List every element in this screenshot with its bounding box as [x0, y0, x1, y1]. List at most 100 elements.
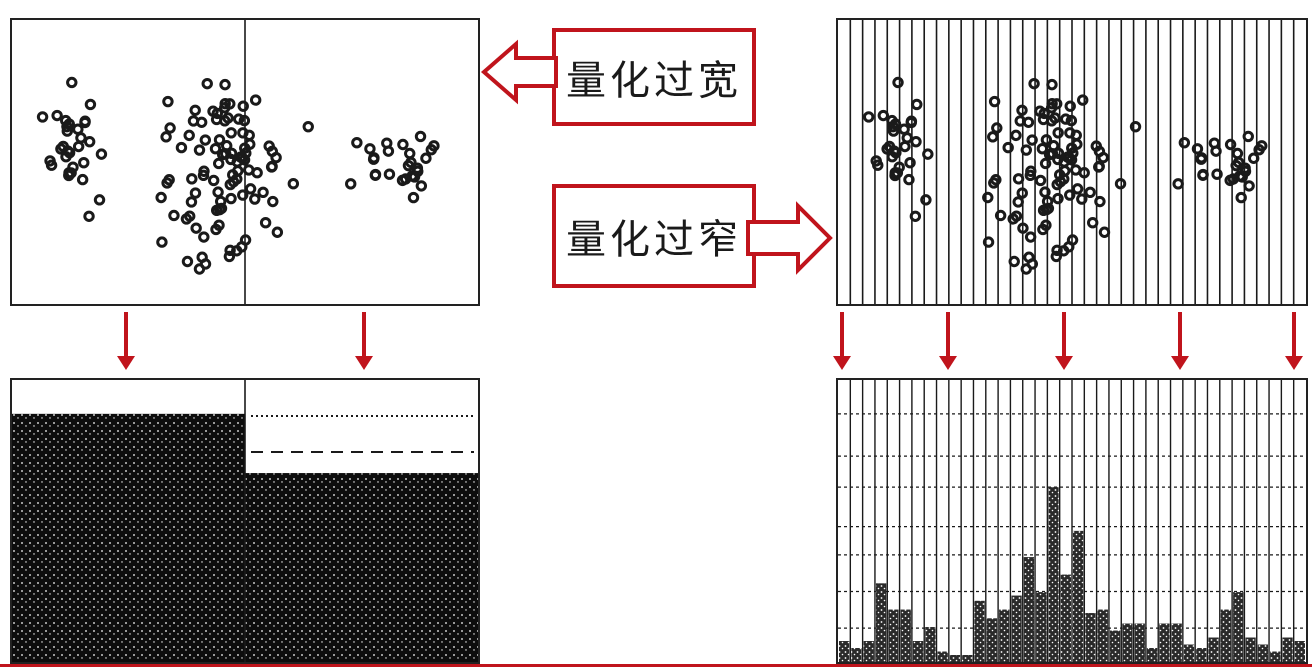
data-point [201, 77, 213, 90]
data-point [994, 209, 1007, 222]
data-point [197, 169, 210, 182]
data-point [909, 210, 922, 222]
data-point [225, 192, 237, 205]
data-point [1026, 134, 1038, 146]
data-point [1039, 186, 1051, 198]
histogram-bar [949, 655, 961, 662]
data-point [1002, 141, 1014, 154]
data-point [239, 234, 252, 246]
histogram-bar [1196, 648, 1207, 662]
data-point [364, 143, 376, 155]
data-point [199, 134, 212, 146]
data-point [1052, 192, 1064, 205]
data-point [67, 161, 79, 173]
data-point [270, 151, 282, 164]
histogram-bar [999, 609, 1010, 662]
data-point [1084, 186, 1096, 199]
data-point [988, 95, 1001, 108]
narrow-histogram-panel [836, 378, 1308, 664]
data-point [1242, 130, 1254, 143]
data-point [887, 120, 899, 133]
data-point [60, 114, 72, 127]
data-point [181, 255, 194, 268]
data-point [156, 236, 168, 248]
data-point [1010, 210, 1023, 222]
data-point [889, 169, 901, 182]
histogram-bar [1036, 592, 1047, 662]
data-point [84, 98, 97, 111]
data-point [407, 191, 420, 204]
data-point [1064, 189, 1076, 201]
data-point [903, 173, 915, 186]
data-point [160, 131, 172, 143]
data-point [1195, 153, 1207, 165]
histogram-bar [1159, 623, 1170, 662]
data-point [193, 144, 206, 156]
data-point [888, 145, 900, 157]
data-point [209, 142, 222, 155]
down-arrow-icon [1055, 356, 1073, 370]
data-point [238, 114, 251, 127]
narrow-histogram [838, 380, 1306, 662]
data-point [991, 122, 1003, 134]
data-point [1172, 178, 1184, 190]
data-point [1077, 94, 1089, 106]
histogram-bar [245, 473, 478, 662]
data-point [1098, 226, 1111, 238]
histogram-bar [12, 413, 245, 662]
data-point [428, 140, 440, 152]
narrow-scatter-plot [849, 20, 1295, 304]
data-point [1028, 77, 1040, 90]
narrow-scatter-panel [836, 18, 1308, 306]
data-point [1191, 143, 1204, 155]
data-point [863, 111, 875, 123]
data-point [1065, 114, 1078, 127]
data-point [415, 180, 428, 192]
data-point [1211, 168, 1223, 180]
data-point [1247, 152, 1260, 164]
data-point [198, 231, 210, 243]
data-point [1239, 162, 1251, 174]
histogram-bar [1171, 623, 1182, 662]
down-arrow-icon [1171, 356, 1189, 370]
data-point [187, 115, 200, 127]
data-point [877, 109, 890, 122]
callout-too-narrow-label: 量化过窄 [566, 217, 742, 263]
data-point [1070, 129, 1082, 141]
data-point [383, 168, 396, 180]
data-point [1040, 203, 1053, 216]
data-point [420, 152, 432, 164]
data-point [904, 156, 916, 169]
data-point [1051, 244, 1063, 257]
data-point [1235, 191, 1247, 204]
histogram-bar [1048, 487, 1059, 662]
data-point [1008, 255, 1020, 268]
data-point [1034, 174, 1047, 187]
data-point [351, 136, 363, 149]
hollow-arrow-right-icon [746, 201, 833, 275]
wide-histogram [12, 380, 478, 662]
data-point [1093, 160, 1105, 173]
data-point [155, 191, 167, 204]
data-point [210, 113, 223, 126]
data-point [45, 159, 58, 171]
data-point [79, 116, 91, 129]
histogram-bar [839, 641, 850, 662]
data-point [1017, 222, 1029, 234]
data-point [1066, 142, 1078, 154]
histogram-bar [875, 583, 887, 662]
data-point [872, 159, 884, 171]
data-point [1045, 102, 1058, 114]
histogram-bar [1073, 530, 1084, 662]
data-point [1114, 177, 1127, 190]
data-point [369, 169, 382, 181]
data-point [1078, 167, 1090, 179]
histogram-bar [1023, 557, 1035, 662]
data-point [1014, 115, 1026, 127]
histogram-bar [1146, 648, 1158, 662]
data-point [249, 94, 262, 106]
data-point [61, 120, 73, 133]
data-point [922, 148, 934, 160]
down-arrow-icon [355, 356, 373, 370]
histogram-bar [1097, 609, 1108, 662]
